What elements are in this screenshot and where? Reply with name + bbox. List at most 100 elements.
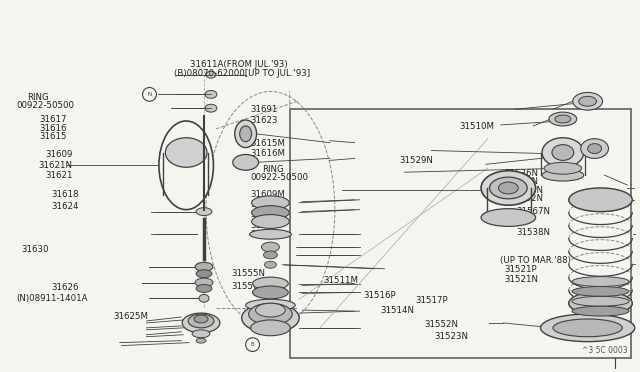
Text: ^3 5C 0003: ^3 5C 0003 [582, 346, 628, 355]
Ellipse shape [194, 315, 208, 323]
Ellipse shape [199, 294, 209, 302]
Text: 31611: 31611 [250, 221, 278, 230]
Ellipse shape [264, 262, 276, 268]
Text: 31621: 31621 [45, 171, 73, 180]
Ellipse shape [182, 313, 220, 333]
Ellipse shape [253, 286, 288, 299]
Ellipse shape [579, 96, 596, 106]
Text: 31617: 31617 [40, 115, 67, 124]
Text: B: B [251, 342, 255, 347]
Text: 31538N: 31538N [516, 228, 550, 237]
Ellipse shape [264, 251, 277, 259]
Ellipse shape [205, 90, 217, 98]
Ellipse shape [205, 104, 217, 112]
Text: (B)08070-62000[UP TO JUL.'93]: (B)08070-62000[UP TO JUL.'93] [174, 69, 310, 78]
Circle shape [143, 87, 156, 101]
Text: 31523N: 31523N [434, 333, 468, 341]
Ellipse shape [253, 277, 288, 290]
Text: 00922-50500: 00922-50500 [250, 173, 308, 182]
Ellipse shape [242, 303, 299, 333]
Text: 31616M: 31616M [250, 148, 285, 157]
Ellipse shape [580, 139, 609, 158]
Text: 31609: 31609 [45, 150, 73, 159]
Ellipse shape [572, 306, 629, 316]
Ellipse shape [246, 299, 295, 311]
Bar [289, 109, 631, 358]
Ellipse shape [573, 92, 602, 110]
Text: 31691: 31691 [250, 105, 278, 114]
Text: 31621M: 31621M [250, 200, 285, 209]
Ellipse shape [192, 330, 210, 338]
Ellipse shape [553, 319, 622, 337]
Ellipse shape [248, 303, 292, 325]
Text: (N)08911-1401A: (N)08911-1401A [17, 294, 88, 303]
Text: 31611A(FROM JUL.'93): 31611A(FROM JUL.'93) [190, 60, 287, 69]
Text: RING: RING [262, 165, 284, 174]
Text: 31514N: 31514N [380, 306, 414, 315]
Text: 31521N: 31521N [504, 275, 538, 283]
Ellipse shape [552, 145, 574, 160]
Ellipse shape [252, 215, 289, 228]
Ellipse shape [165, 138, 207, 167]
Text: 31517P: 31517P [415, 296, 448, 305]
Text: 31567N: 31567N [516, 207, 550, 216]
Ellipse shape [572, 286, 629, 296]
Ellipse shape [196, 285, 212, 292]
Ellipse shape [195, 262, 213, 271]
Ellipse shape [233, 154, 259, 170]
Ellipse shape [490, 177, 527, 199]
Ellipse shape [569, 291, 632, 315]
Ellipse shape [252, 196, 289, 210]
Text: 31536N: 31536N [504, 169, 538, 178]
Ellipse shape [481, 209, 536, 227]
Text: 31630: 31630 [22, 244, 49, 254]
Text: 31616: 31616 [40, 124, 67, 132]
Text: 31626: 31626 [51, 283, 79, 292]
Ellipse shape [159, 121, 213, 210]
Text: 31510M: 31510M [460, 122, 495, 131]
Text: 31623: 31623 [250, 116, 278, 125]
Ellipse shape [572, 277, 629, 286]
Text: 31511M: 31511M [323, 276, 358, 285]
Text: 00922-50500: 00922-50500 [17, 101, 75, 110]
Ellipse shape [542, 138, 584, 167]
Ellipse shape [240, 126, 252, 142]
Ellipse shape [555, 115, 571, 123]
Text: 31532N: 31532N [509, 194, 543, 203]
Ellipse shape [206, 71, 216, 78]
Text: 31624: 31624 [51, 202, 79, 211]
Ellipse shape [250, 230, 291, 239]
Text: 31618: 31618 [51, 190, 79, 199]
Ellipse shape [196, 338, 206, 343]
Ellipse shape [549, 112, 577, 126]
Text: 31609M: 31609M [250, 190, 285, 199]
Ellipse shape [542, 169, 584, 181]
Text: 31615: 31615 [40, 132, 67, 141]
Text: 31536N: 31536N [509, 186, 543, 195]
Ellipse shape [569, 188, 632, 212]
Text: 31612: 31612 [250, 230, 278, 239]
Ellipse shape [235, 120, 257, 148]
Ellipse shape [188, 314, 214, 328]
Ellipse shape [262, 242, 279, 252]
Text: 31625M: 31625M [114, 312, 149, 321]
Ellipse shape [195, 278, 213, 287]
Ellipse shape [499, 182, 518, 194]
Text: 31621N: 31621N [38, 161, 72, 170]
Ellipse shape [544, 162, 582, 174]
Ellipse shape [248, 341, 257, 349]
Circle shape [246, 338, 260, 352]
Ellipse shape [541, 314, 635, 341]
Ellipse shape [196, 208, 212, 215]
Text: N: N [147, 92, 152, 97]
Text: 31521P: 31521P [504, 265, 536, 274]
Text: 31529N: 31529N [399, 156, 433, 165]
Ellipse shape [252, 206, 289, 219]
Text: 31555N: 31555N [231, 269, 265, 278]
Ellipse shape [251, 320, 291, 336]
Ellipse shape [588, 144, 602, 154]
Ellipse shape [196, 270, 212, 278]
Text: 31516P: 31516P [363, 291, 396, 300]
Ellipse shape [481, 171, 536, 205]
Text: 31615M: 31615M [250, 140, 285, 148]
